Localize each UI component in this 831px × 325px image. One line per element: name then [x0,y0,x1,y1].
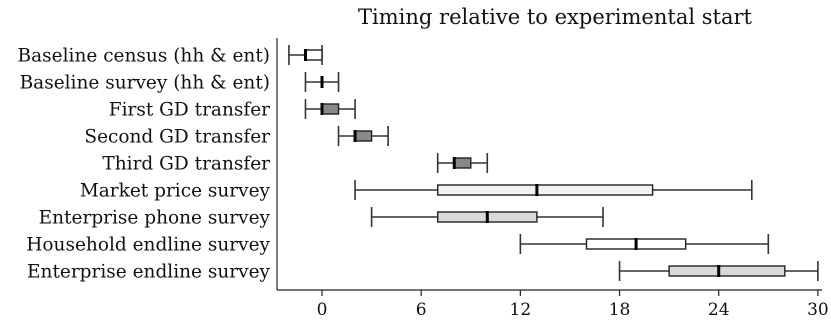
plot-area: Baseline census (hh & ent) Baseline surve… [18,45,819,283]
category-label: First GD transfer [109,100,270,121]
x-tick-label: 12 [510,300,532,320]
box-row: Baseline survey (hh & ent) [20,72,340,94]
box-row: First GD transfer [109,99,356,121]
box-row: Enterprise endline survey [27,261,819,283]
x-tick-label: 30 [807,300,829,320]
x-tick-label: 24 [708,300,730,320]
category-label: Baseline survey (hh & ent) [20,73,270,94]
category-label: Market price survey [80,181,271,202]
box-row: Household endline survey [26,234,770,256]
iqr-box [453,157,472,169]
iqr-box [321,103,340,115]
category-label: Baseline census (hh & ent) [18,46,270,67]
x-tick-label: 0 [317,300,328,320]
iqr-box [354,130,373,142]
box-row: Enterprise phone survey [39,207,604,229]
box-row: Baseline census (hh & ent) [18,45,323,67]
category-label: Enterprise endline survey [27,262,271,283]
box-row: Second GD transfer [84,126,389,148]
x-axis: 0 6 12 18 24 30 [276,38,829,320]
iqr-box [304,49,323,61]
x-tick-label: 18 [609,300,631,320]
iqr-box [668,265,786,277]
x-tick-label: 6 [416,300,427,320]
category-label: Enterprise phone survey [39,208,271,229]
category-label: Third GD transfer [102,154,270,175]
category-label: Second GD transfer [84,127,270,148]
chart-title: Timing relative to experimental start [358,5,752,29]
iqr-box [437,184,654,196]
box-row: Third GD transfer [102,153,489,175]
category-label: Household endline survey [26,235,270,256]
box-row: Market price survey [80,180,753,202]
